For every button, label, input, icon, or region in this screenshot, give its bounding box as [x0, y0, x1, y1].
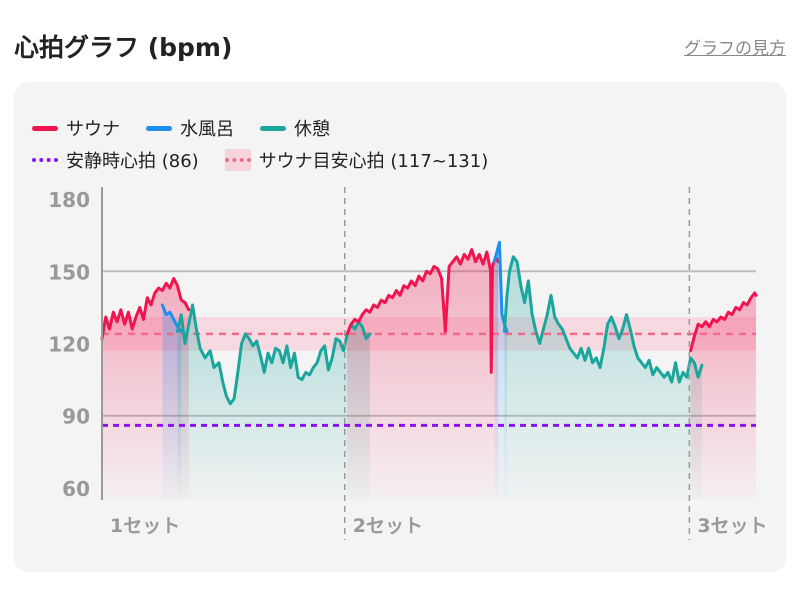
y-tick-label: 180 [48, 188, 90, 212]
segment-area-rest [177, 304, 370, 500]
legend-swatch-rest [260, 125, 286, 131]
legend-label-rest: 休憩 [294, 119, 330, 140]
set-label: 1セット [110, 515, 180, 537]
legend-row-2: 安静時心拍 (86) サウナ目安心拍 (117~131) [32, 148, 514, 172]
series-line-rest [175, 303, 372, 406]
segment-area-cold [494, 242, 507, 500]
legend-item-target-hr: サウナ目安心拍 (117~131) [224, 147, 489, 173]
series-line-rest [502, 255, 704, 384]
legend-label-sauna: サウナ [66, 119, 120, 140]
segment-area-cold [162, 304, 182, 500]
series-line-sauna [689, 291, 758, 353]
series-line-sauna [100, 276, 191, 341]
chart-help-link[interactable]: グラフの見方 [684, 39, 786, 59]
y-tick-label: 90 [62, 405, 90, 429]
legend-swatch-target-hr [224, 149, 251, 171]
legend-swatch-resting-hr [32, 158, 58, 162]
y-tick-label: 60 [62, 477, 90, 501]
legend-swatch-sauna [32, 125, 58, 131]
segment-area-sauna [347, 249, 499, 500]
chart-title: 心拍グラフ (bpm) [14, 33, 233, 62]
set-label: 2セット [353, 515, 423, 537]
legend-label-resting-hr: 安静時心拍 (86) [66, 151, 199, 172]
legend-item-cold-bath: 水風呂 [146, 115, 234, 141]
series-line-sauna [345, 248, 500, 374]
y-tick-label: 150 [48, 260, 90, 284]
chart-header: 心拍グラフ (bpm) グラフの見方 [14, 26, 786, 66]
legend-label-cold-bath: 水風呂 [180, 119, 234, 140]
legend-swatch-cold-bath [146, 125, 172, 131]
legend-item-rest: 休憩 [260, 115, 330, 141]
legend-label-target-hr: サウナ目安心拍 (117~131) [258, 151, 489, 172]
legend-item-resting-hr: 安静時心拍 (86) [32, 147, 199, 173]
set-label: 3セット [697, 515, 767, 537]
legend-item-sauna: サウナ [32, 115, 120, 141]
legend-row-1: サウナ 水風呂 休憩 [32, 116, 356, 140]
segment-area-sauna [690, 292, 756, 500]
y-tick-label: 120 [48, 333, 90, 357]
